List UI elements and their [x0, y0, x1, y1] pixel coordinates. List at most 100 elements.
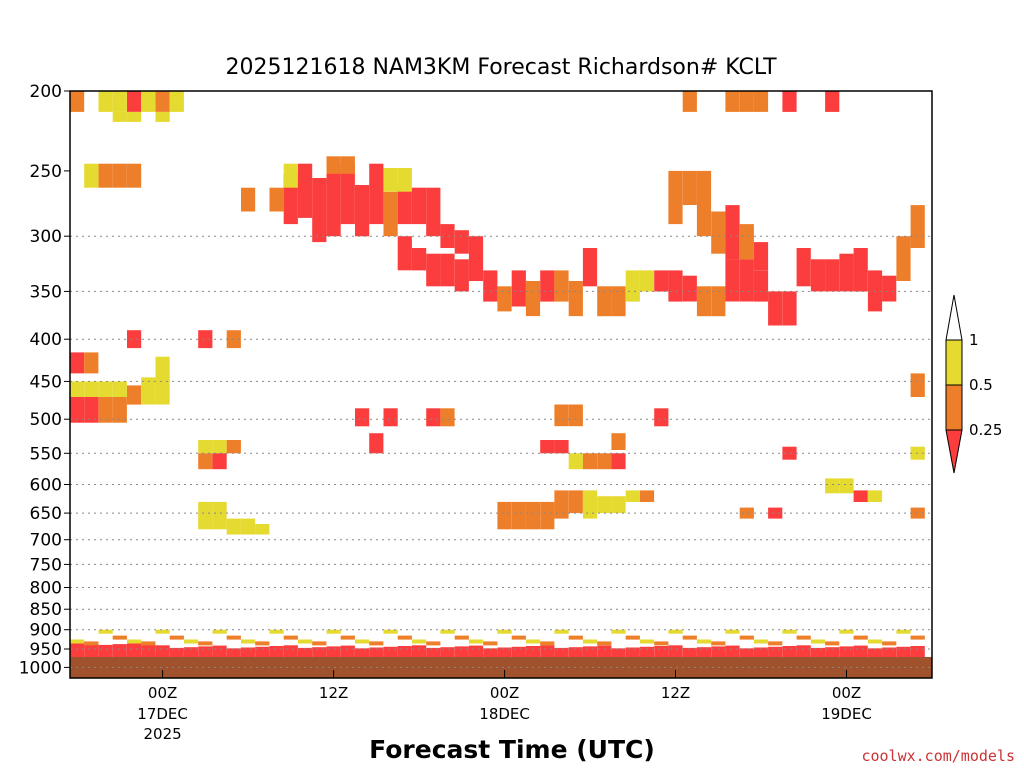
low-level-strip — [141, 641, 156, 646]
y-tick-label: 400 — [30, 330, 62, 350]
credit-text: coolwx.com/models — [861, 747, 1015, 765]
x-tick-label: 00Z — [490, 684, 519, 702]
colorbar-label-0.5: 0.5 — [969, 376, 993, 394]
low-level-strip — [711, 641, 726, 646]
colorbar-orange — [945, 384, 963, 431]
y-tick-label: 950 — [30, 640, 62, 660]
ri-cell — [141, 377, 156, 405]
ri-cell — [70, 397, 85, 423]
ri-cell — [582, 248, 598, 287]
ri-cell — [468, 236, 484, 281]
ri-cell — [654, 270, 669, 292]
ri-cell — [212, 453, 227, 470]
ri-cell — [582, 490, 598, 519]
y-tick-label: 1000 — [19, 658, 62, 678]
ri-cell — [440, 224, 455, 248]
ri-cell — [540, 270, 555, 302]
low-level-strip — [725, 629, 740, 634]
low-level-strip — [198, 641, 213, 646]
ri-cell — [568, 490, 583, 514]
ri-cell — [241, 518, 256, 535]
low-level-strip — [84, 641, 99, 646]
ri-cell — [169, 91, 184, 112]
low-level-strip — [298, 639, 313, 644]
ri-cell — [454, 259, 469, 292]
ri-cell — [70, 381, 85, 397]
ri-cell — [568, 281, 583, 317]
colorbar-label-1: 1 — [969, 331, 979, 349]
low-level-strip — [112, 635, 127, 640]
ri-cell — [725, 205, 740, 260]
low-level-strip — [269, 629, 284, 634]
ri-cell — [426, 187, 441, 237]
low-level-strip — [468, 639, 484, 644]
ri-cell — [668, 170, 683, 225]
y-tick-label: 350 — [30, 282, 62, 302]
low-level-strip — [127, 639, 142, 644]
ri-cell — [711, 286, 726, 317]
ri-cell — [155, 377, 170, 405]
low-level-strip — [226, 635, 241, 640]
ri-cell — [112, 397, 127, 423]
y-tick-label: 600 — [30, 476, 62, 496]
ri-cell — [525, 281, 541, 317]
ri-cell — [753, 91, 769, 112]
y-tick-label: 300 — [30, 227, 62, 247]
low-level-strip — [568, 635, 583, 640]
y-tick-label: 750 — [30, 555, 62, 575]
ri-cell — [782, 291, 797, 326]
low-level-strip — [340, 635, 355, 640]
ri-cell — [753, 242, 769, 271]
ri-cell — [611, 286, 626, 317]
low-level-strip — [768, 641, 783, 646]
ri-cell — [355, 408, 370, 427]
ri-cell — [768, 507, 783, 519]
low-level-strip — [810, 639, 826, 644]
ri-cell — [654, 408, 669, 427]
low-level-strip — [355, 639, 370, 644]
x-tick-date: 18DEC — [479, 705, 530, 723]
ri-cell — [198, 330, 213, 349]
ri-cell — [298, 163, 313, 218]
ri-cell — [725, 259, 740, 302]
ri-cell — [226, 518, 241, 535]
low-level-strip — [155, 629, 170, 634]
ri-cell — [383, 168, 398, 192]
low-level-strip — [639, 639, 655, 644]
ri-cell — [70, 352, 85, 374]
ri-cell — [910, 205, 925, 248]
low-level-strip — [782, 629, 797, 634]
ri-cell — [540, 440, 555, 454]
ri-cell — [98, 91, 113, 112]
ri-cell — [412, 187, 427, 225]
low-level-strip — [696, 639, 712, 644]
ri-cell — [412, 248, 427, 271]
x-axis-label: Forecast Time (UTC) — [369, 735, 655, 764]
ri-cell — [369, 163, 384, 225]
ri-cell — [639, 490, 655, 502]
colorbar-label-0.25: 0.25 — [969, 421, 1002, 439]
low-level-strip — [910, 635, 925, 640]
low-level-strip — [525, 639, 541, 644]
ri-cell — [554, 440, 569, 454]
ri-cell — [839, 253, 854, 292]
ri-cell — [782, 91, 797, 112]
low-level-strip — [283, 635, 298, 640]
ri-cell — [155, 91, 170, 112]
low-level-strip — [184, 639, 199, 644]
ri-cell — [269, 187, 284, 212]
ri-cell — [568, 404, 583, 427]
ri-cell — [454, 230, 469, 254]
ri-cell — [84, 397, 99, 423]
ri-cell — [739, 259, 754, 302]
low-level-strip — [511, 635, 526, 640]
ri-cell — [226, 440, 241, 454]
plot-background — [70, 91, 932, 678]
y-tick-label: 850 — [30, 600, 62, 620]
ri-cell — [283, 163, 298, 188]
ri-cell — [426, 408, 441, 427]
ri-cell — [70, 91, 85, 112]
ri-cell — [696, 170, 712, 237]
ri-cell — [882, 275, 897, 302]
ri-cell — [739, 224, 754, 260]
